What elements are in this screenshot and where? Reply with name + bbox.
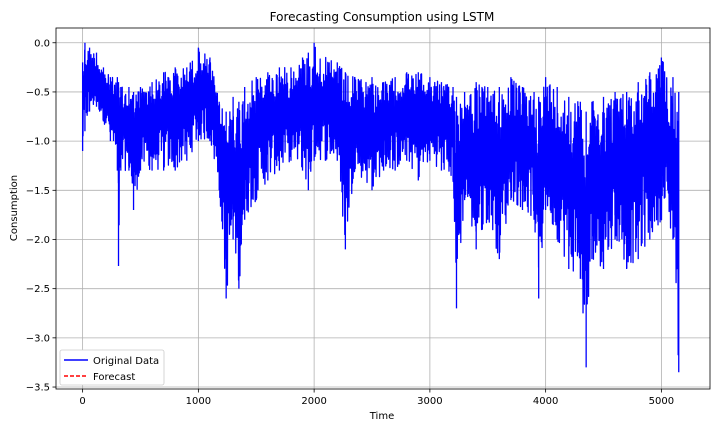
y-axis-label: Consumption [9,175,20,241]
x-axis-ticks: 0 1000 2000 3000 4000 5000 [79,389,674,407]
original-data-line [81,42,680,373]
y-tick-label: −3.5 [26,383,50,394]
legend-label-original: Original Data [93,356,159,367]
y-tick-label: −0.5 [26,87,50,98]
x-tick-label: 5000 [649,396,674,407]
y-tick-label: −2.0 [26,235,50,246]
y-tick-label: −2.5 [26,284,50,295]
x-tick-label: 4000 [533,396,558,407]
y-axis-ticks: 0.0 −0.5 −1.0 −1.5 −2.0 −2.5 −3.0 −3.5 [26,38,56,394]
x-axis-label: Time [369,411,394,422]
x-tick-label: 1000 [186,396,211,407]
x-tick-label: 0 [79,396,85,407]
series-layer [81,42,680,373]
y-tick-label: 0.0 [34,38,50,49]
x-tick-label: 2000 [301,396,326,407]
legend: Original Data Forecast [59,349,165,386]
y-tick-label: −1.5 [26,186,50,197]
plot-area-frame [55,27,711,390]
chart-title: Forecasting Consumption using LSTM [270,10,495,24]
y-tick-label: −3.0 [26,333,50,344]
x-tick-label: 3000 [417,396,442,407]
y-tick-label: −1.0 [26,137,50,148]
legend-label-forecast: Forecast [93,372,135,383]
